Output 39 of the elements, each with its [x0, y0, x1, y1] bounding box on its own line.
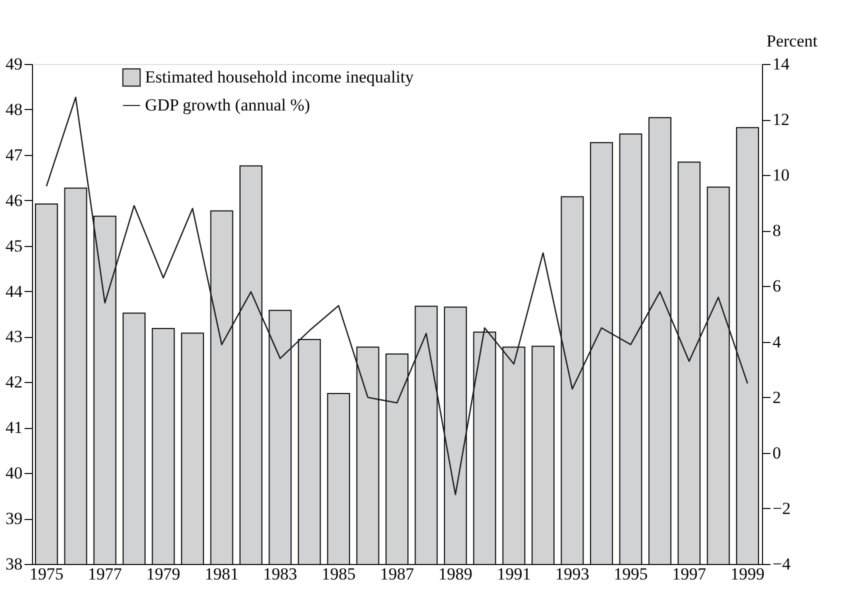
- x-tick-label: 1987: [380, 564, 414, 584]
- y-tick-label: 39: [6, 509, 22, 528]
- y-tick-label: 46: [6, 190, 22, 210]
- x-tick-label: 1997: [672, 564, 707, 584]
- y-tick-label: 43: [6, 327, 22, 346]
- y-tick-label: 49: [6, 54, 22, 74]
- y2-tick-label: 12: [772, 110, 790, 130]
- y2-tick-label: 8: [772, 221, 781, 240]
- x-tick-label: 1995: [614, 564, 648, 584]
- y2-tick-label: 10: [772, 166, 790, 185]
- x-tick-label: 1991: [496, 564, 531, 584]
- y-tick-label: 45: [6, 236, 22, 256]
- x-tick-label: 1999: [730, 564, 765, 584]
- legend-label: GDP growth (annual %): [145, 96, 310, 114]
- y2-tick-label: 2: [772, 388, 781, 407]
- y2-tick-label: 4: [772, 332, 782, 352]
- x-tick-label: 1993: [555, 564, 590, 584]
- y-tick-label: 48: [6, 100, 22, 119]
- y2-tick-label: −2: [772, 498, 791, 518]
- x-tick-label: 1977: [88, 564, 122, 584]
- x-tick-label: 1979: [146, 564, 180, 584]
- y2-tick-label: 6: [772, 276, 781, 296]
- y-tick-label: 40: [6, 464, 22, 483]
- y2-tick-label: 14: [772, 54, 790, 74]
- y-tick-label: 44: [6, 282, 23, 301]
- x-tick-label: 1975: [29, 564, 64, 584]
- y-tick-label: 38: [6, 554, 22, 574]
- y2-tick-label: −4: [772, 554, 792, 574]
- x-tick-label: 1981: [204, 564, 239, 584]
- line-series: [46, 96, 748, 496]
- y2-tick-label: 0: [772, 443, 781, 462]
- y-tick-label: 47: [6, 145, 23, 164]
- x-tick-label: 1985: [322, 564, 356, 584]
- y-tick-label: 42: [6, 372, 22, 392]
- x-tick-label: 1989: [438, 564, 472, 584]
- legend-label: Estimated household income inequality: [145, 68, 414, 86]
- y2-axis-title: Percent: [766, 32, 818, 50]
- y-tick-label: 41: [6, 418, 22, 438]
- x-tick-label: 1983: [263, 564, 298, 584]
